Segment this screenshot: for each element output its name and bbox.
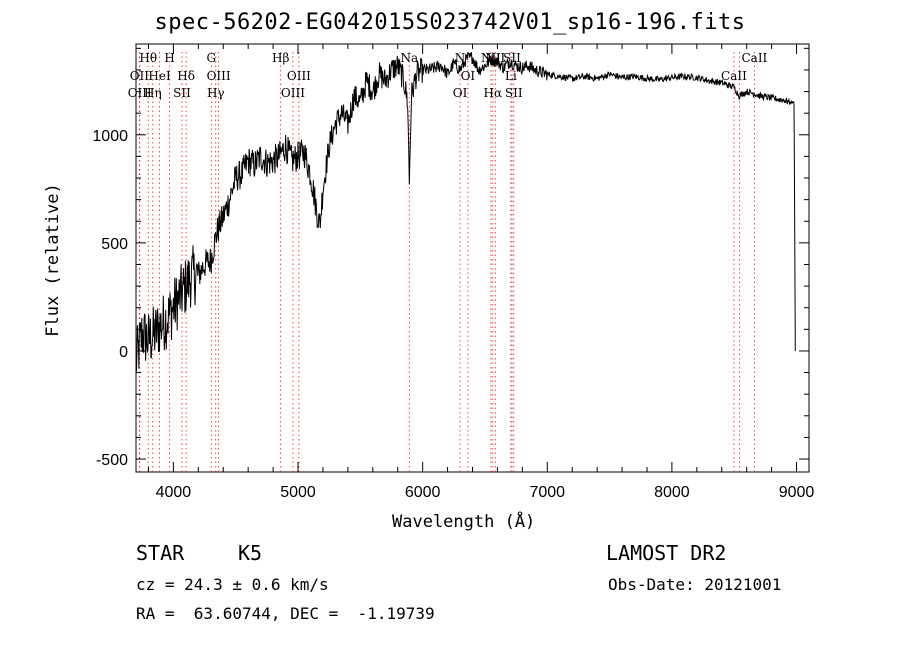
- axis-ticks: 4000 5000 6000 7000 8000 9000 -500 0 500 1000: [92, 44, 814, 501]
- x-tick-label: 7000: [529, 484, 565, 501]
- line-labels: Hθ OII OIII HeI Hη HHδ SII G OIII Hγ Hβ OIII OIII Na N…: [128, 51, 768, 100]
- line-label: Hγ: [207, 86, 225, 100]
- line-label: SII: [505, 86, 523, 100]
- line-label: OIII: [281, 86, 305, 100]
- x-tick-label: 8000: [654, 484, 690, 501]
- object-subclass: K5: [238, 541, 263, 565]
- line-label: H: [164, 51, 174, 65]
- line-label: Hθ: [139, 51, 157, 65]
- x-axis-label: Wavelength (Å): [392, 512, 536, 532]
- x-tick-label: 9000: [779, 484, 815, 501]
- chart-title: spec-56202-EG042015S023742V01_sp16-196.f…: [154, 10, 746, 35]
- line-label: Hα: [484, 86, 503, 100]
- coords-text: RA = 63.60744, DEC = -1.19739: [136, 604, 435, 623]
- line-label: OIII: [287, 69, 311, 83]
- plot-frame: [135, 43, 810, 473]
- line-label: Hβ: [272, 51, 289, 65]
- line-label: N: [455, 51, 466, 65]
- line-label: CaII: [721, 69, 747, 83]
- spectrum-line-group: [135, 51, 796, 372]
- line-label: Hη: [144, 86, 162, 100]
- y-tick-label: 0: [119, 344, 128, 361]
- line-label: HeI: [148, 69, 171, 83]
- line-label: SII: [503, 51, 521, 65]
- line-label: Na: [400, 51, 418, 65]
- x-tick-label: 6000: [405, 484, 441, 501]
- survey-name: LAMOST DR2: [606, 541, 727, 565]
- x-tick-label: 5000: [280, 484, 316, 501]
- line-label: OIII: [128, 86, 152, 100]
- y-tick-label: 1000: [92, 128, 128, 145]
- redshift-text: cz = 24.3 ± 0.6 km/s: [136, 575, 329, 594]
- y-tick-label: 500: [101, 236, 128, 253]
- line-label: OII: [130, 69, 150, 83]
- y-axis-label: Flux (relative): [43, 183, 63, 337]
- plot-border: [135, 43, 810, 473]
- x-tick-label: 4000: [156, 484, 192, 501]
- spectrum-line: [135, 51, 796, 372]
- line-label: OI: [461, 69, 476, 83]
- line-label: Hδ: [177, 69, 195, 83]
- line-label: Li: [505, 69, 517, 83]
- line-label: CaII: [741, 51, 767, 65]
- line-label: OI: [453, 86, 468, 100]
- line-label: NII: [485, 51, 505, 65]
- y-tick-label: -500: [96, 452, 128, 469]
- line-label: SII: [173, 86, 191, 100]
- line-label: OIII: [207, 69, 231, 83]
- marker-lines: [138, 52, 755, 472]
- line-label: G: [206, 51, 216, 65]
- line-label: NII: [481, 51, 501, 65]
- obs-date-text: Obs-Date: 20121001: [608, 575, 782, 594]
- object-class: STAR: [136, 541, 185, 565]
